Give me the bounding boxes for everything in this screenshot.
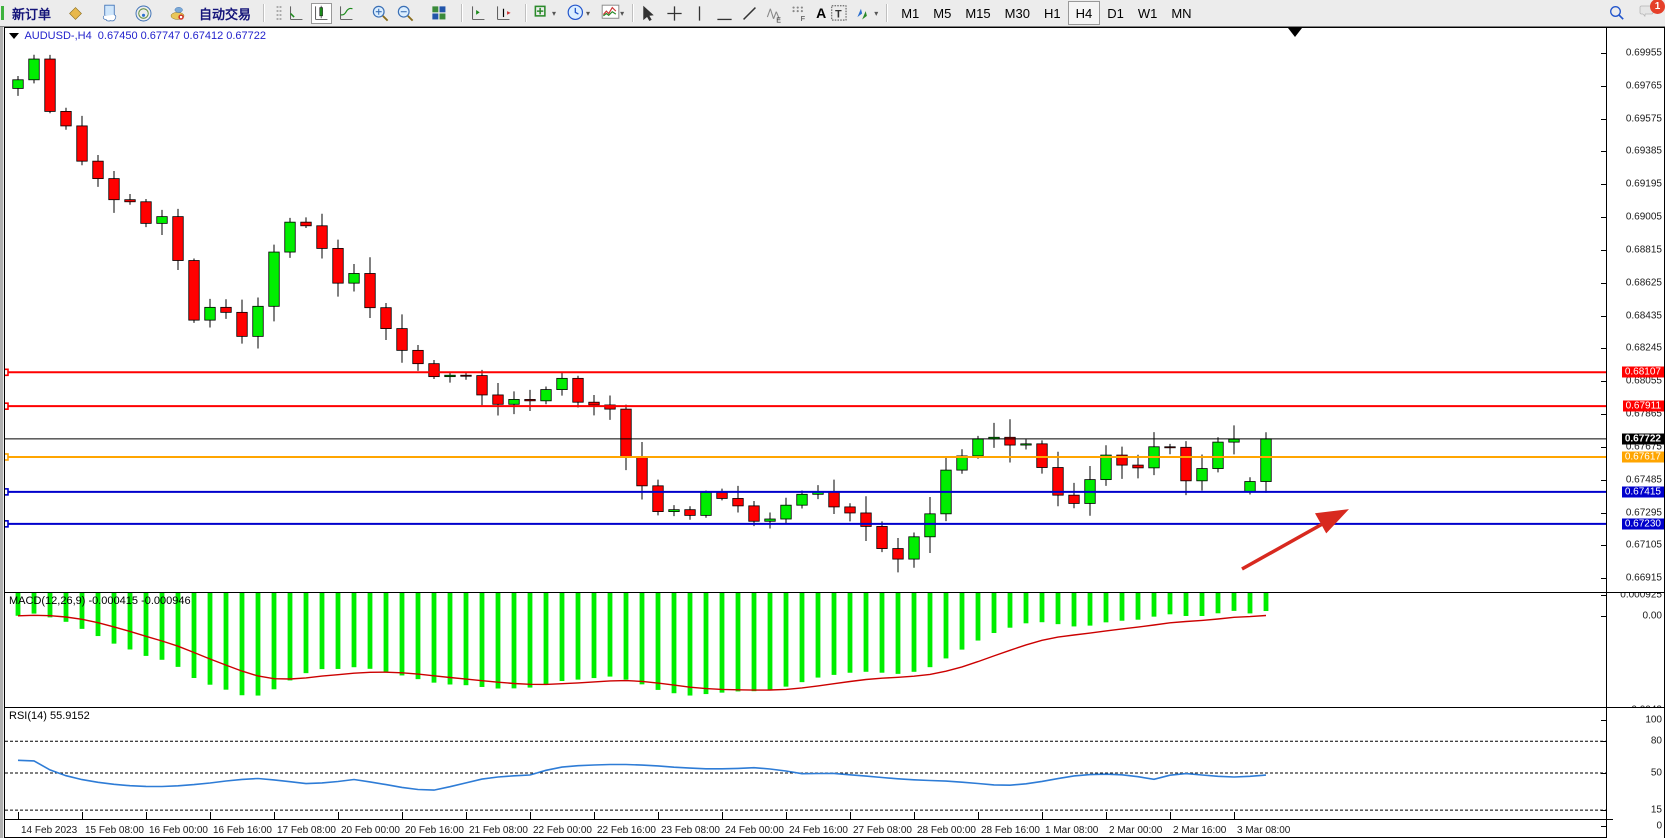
svg-text:T: T (835, 8, 842, 20)
svg-text:F: F (801, 15, 806, 23)
svg-text:E: E (776, 16, 781, 23)
